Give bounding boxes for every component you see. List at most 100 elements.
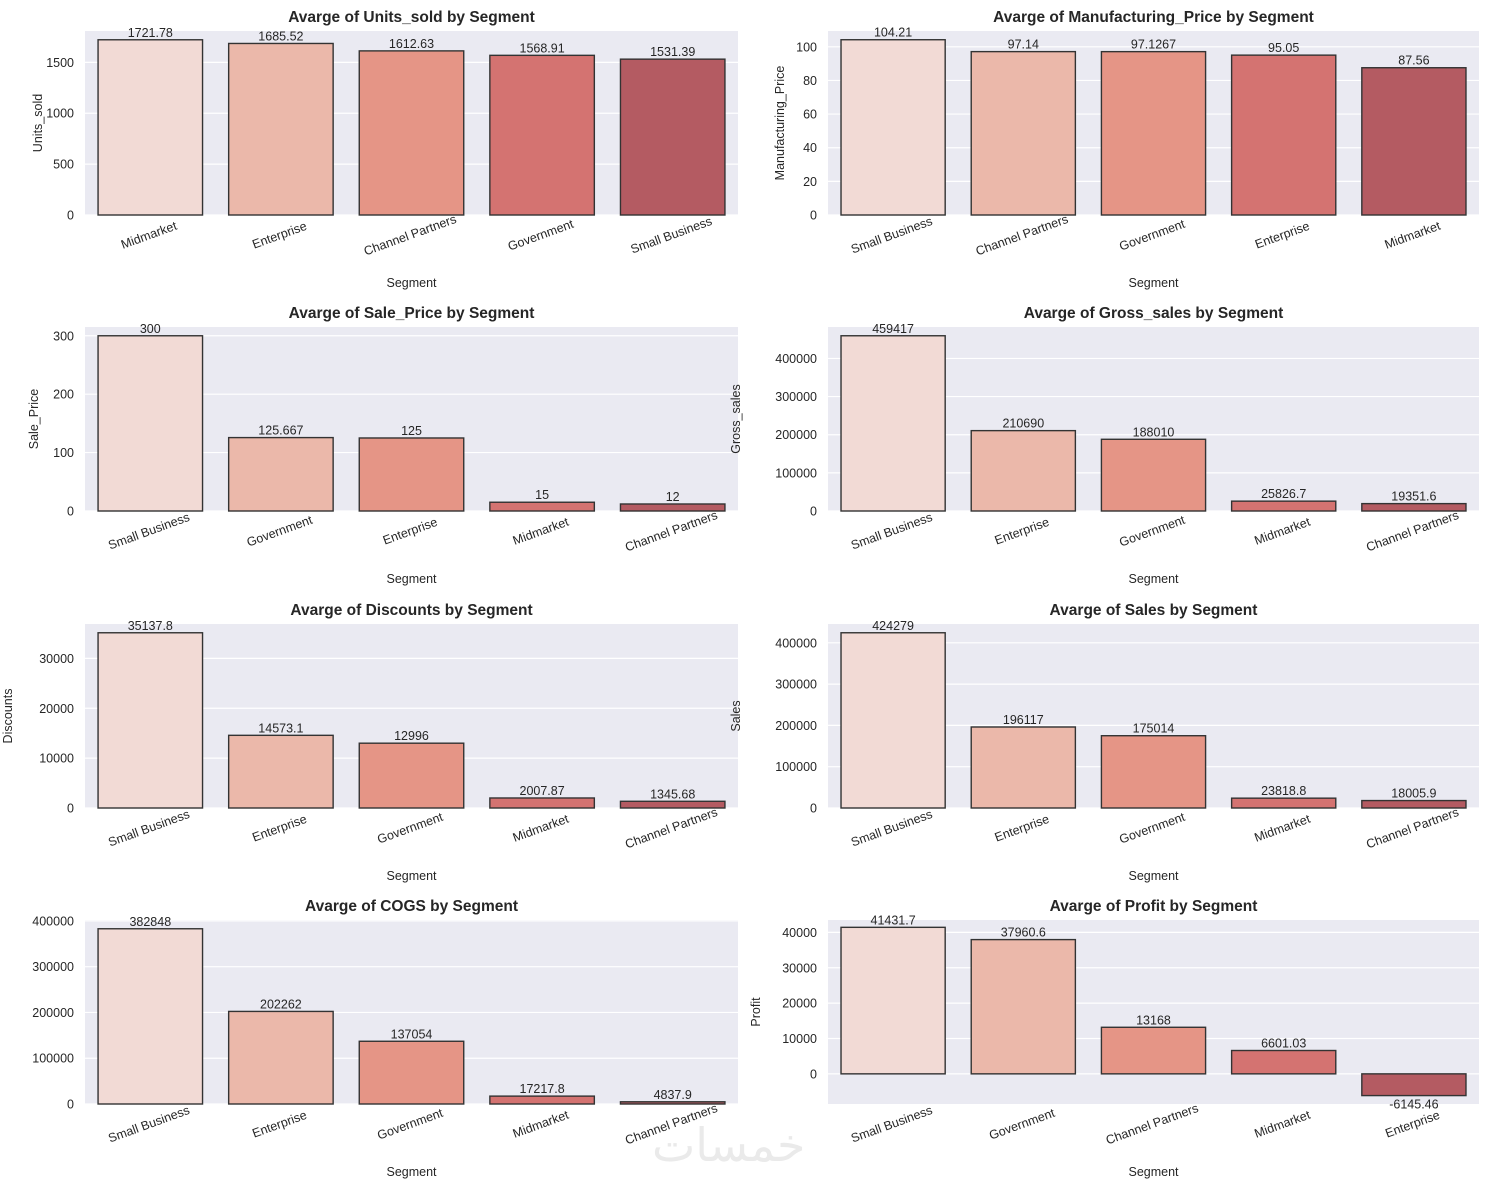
bar-midmarket (1361, 67, 1467, 216)
data-label: 1345.68 (650, 787, 695, 801)
bar-small-business (840, 632, 946, 809)
bar-midmarket (97, 39, 204, 216)
x-tick-label: Midmarket (1253, 812, 1313, 845)
chart-title: Avarge of Gross_sales by Segment (1024, 305, 1284, 322)
subplot-7: 0 100000 200000 300000 400000 382848 Small Bus… (32, 898, 738, 1179)
bar-midmarket (1230, 1049, 1337, 1075)
x-axis-label: Segment (386, 572, 437, 586)
chart-title: Avarge of Sale_Price by Segment (289, 305, 535, 322)
y-axis-label: Units_sold (31, 94, 45, 152)
chart-title: Avarge of Profit by Segment (1050, 898, 1258, 915)
y-tick-label: 400000 (775, 636, 817, 650)
bar-channel-partners (358, 50, 465, 216)
data-label: 125 (401, 424, 422, 438)
data-label: 300 (140, 322, 161, 336)
chart-title: Avarge of Sales by Segment (1050, 602, 1258, 619)
bar-enterprise (970, 429, 1077, 512)
x-tick-label: Midmarket (1383, 219, 1443, 252)
data-label: 202262 (260, 997, 302, 1011)
y-axis-label: Profit (749, 997, 763, 1027)
data-label: 14573.1 (258, 721, 303, 735)
x-tick-label: Government (245, 513, 315, 550)
bar-channel-partners (970, 50, 1077, 216)
x-tick-label: Enterprise (1253, 219, 1311, 252)
x-axis-label: Segment (386, 869, 437, 883)
data-label: 1685.52 (258, 29, 303, 43)
data-label: 1531.39 (650, 45, 695, 59)
bar-channel-partners (1100, 1026, 1207, 1075)
chart-title: Avarge of Units_sold by Segment (288, 9, 535, 26)
data-label: -6145.46 (1389, 1098, 1438, 1112)
y-tick-label: 0 (67, 209, 74, 223)
x-axis-label: Segment (1128, 1165, 1179, 1179)
bar-channel-partners (1361, 502, 1467, 512)
y-axis-label: Sales (729, 700, 743, 731)
data-label: 37960.6 (1001, 926, 1046, 940)
y-tick-label: 100000 (775, 760, 817, 774)
bar-channel-partners (619, 1101, 726, 1105)
bar-small-business (97, 335, 204, 512)
y-tick-label: 100000 (775, 466, 817, 480)
bar-government (1100, 735, 1207, 809)
x-tick-label: Midmarket (511, 1108, 571, 1141)
x-tick-label: Government (1117, 513, 1187, 550)
x-tick-label: Government (987, 1106, 1057, 1143)
x-tick-label: Small Business (106, 1103, 191, 1145)
bar-enterprise (227, 1010, 334, 1105)
bar-channel-partners (1361, 799, 1467, 809)
x-tick-label: Midmarket (1253, 1108, 1313, 1141)
data-label: 1612.63 (389, 37, 434, 51)
bar-midmarket (489, 501, 596, 512)
x-tick-label: Channel Partners (623, 805, 719, 851)
data-label: 17217.8 (520, 1082, 565, 1096)
y-axis-label: Manufacturing_Price (773, 66, 787, 181)
y-tick-label: 60 (803, 108, 817, 122)
y-tick-label: 10000 (782, 1032, 817, 1046)
x-tick-label: Enterprise (1383, 1108, 1441, 1141)
y-tick-label: 0 (810, 802, 817, 816)
y-tick-label: 0 (67, 505, 74, 519)
y-tick-label: 300000 (32, 960, 74, 974)
bar-midmarket (1230, 797, 1337, 809)
bar-government (970, 938, 1077, 1075)
bar-midmarket (1230, 500, 1337, 512)
x-tick-label: Midmarket (119, 219, 179, 252)
data-label: 196117 (1003, 713, 1044, 727)
x-tick-label: Small Business (849, 214, 934, 256)
y-tick-label: 300 (53, 329, 74, 343)
data-label: 97.1267 (1131, 38, 1176, 52)
data-label: 188010 (1133, 425, 1175, 439)
data-label: 12996 (394, 729, 429, 743)
subplot-4: 0 100000 200000 300000 400000 459417 Small Bus… (729, 305, 1479, 586)
data-label: 97.14 (1008, 38, 1039, 52)
x-tick-label: Small Business (106, 807, 191, 849)
data-label: 137054 (391, 1027, 433, 1041)
subplot-1: 0 500 1000 1500 1721.78 Midmarket 1685.52 Enter… (31, 9, 738, 290)
x-tick-label: Enterprise (250, 812, 308, 845)
bar-government (358, 742, 465, 809)
x-tick-label: Government (506, 217, 576, 254)
y-tick-label: 200000 (775, 428, 817, 442)
data-label: 4837.9 (654, 1088, 692, 1102)
chart-title: Avarge of Manufacturing_Price by Segment (993, 9, 1314, 26)
bar-midmarket (489, 1095, 596, 1105)
x-tick-label: Enterprise (381, 515, 439, 548)
x-tick-label: Channel Partners (1104, 1101, 1200, 1147)
bar-small-business (619, 58, 726, 216)
y-tick-label: 200000 (32, 1006, 74, 1020)
data-label: 23818.8 (1261, 784, 1306, 798)
x-tick-label: Government (1117, 810, 1187, 847)
x-axis-label: Segment (1128, 276, 1179, 290)
x-axis-label: Segment (1128, 572, 1179, 586)
bar-government (1100, 50, 1207, 216)
watermark: خمسات (652, 1118, 806, 1172)
y-tick-label: 1000 (46, 107, 74, 121)
y-tick-label: 0 (810, 209, 817, 223)
y-tick-label: 400000 (775, 352, 817, 366)
y-tick-label: 100 (796, 40, 817, 54)
subplot-3: 0 100 200 300 300 Small Business 125.667 Govern… (27, 305, 738, 586)
subplot-6: 0 100000 200000 300000 400000 424279 Small Bus… (729, 602, 1479, 883)
bar-enterprise (227, 42, 334, 216)
data-label: 18005.9 (1391, 787, 1436, 801)
